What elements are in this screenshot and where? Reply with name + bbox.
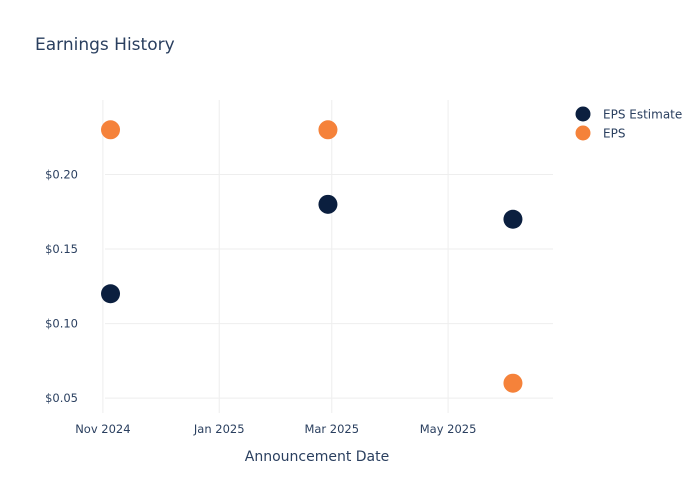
x-axis-label: Announcement Date xyxy=(245,449,389,465)
y-axis-ticks: $0.05 $0.10 $0.15 $0.20 xyxy=(45,168,78,406)
legend-marker xyxy=(575,125,591,141)
y-tick-label: $0.05 xyxy=(45,391,78,405)
data-points xyxy=(101,120,523,393)
chart-title: Earnings History xyxy=(35,35,175,55)
point-eps-estimate xyxy=(503,209,523,229)
legend-marker xyxy=(575,106,591,122)
legend-label: EPS Estimate xyxy=(603,108,682,122)
x-tick-label: Mar 2025 xyxy=(304,422,359,436)
y-tick-label: $0.10 xyxy=(45,317,78,331)
x-tick-label: Nov 2024 xyxy=(75,422,130,436)
point-eps-estimate xyxy=(101,284,121,304)
point-eps xyxy=(101,120,121,140)
point-eps xyxy=(503,373,523,393)
legend-item-eps-estimate[interactable]: EPS Estimate xyxy=(575,106,683,122)
legend-item-eps[interactable]: EPS xyxy=(575,125,626,141)
legend[interactable]: EPS Estimate EPS xyxy=(575,106,683,141)
x-tick-label: May 2025 xyxy=(420,422,477,436)
point-eps-estimate xyxy=(318,194,338,214)
grid-layer xyxy=(102,100,553,413)
legend-label: EPS xyxy=(603,127,625,141)
y-tick-label: $0.20 xyxy=(45,168,78,182)
x-axis-ticks: Nov 2024 Jan 2025 Mar 2025 May 2025 xyxy=(75,422,476,436)
point-eps xyxy=(318,120,338,140)
x-tick-label: Jan 2025 xyxy=(193,422,245,436)
y-tick-label: $0.15 xyxy=(45,242,78,256)
